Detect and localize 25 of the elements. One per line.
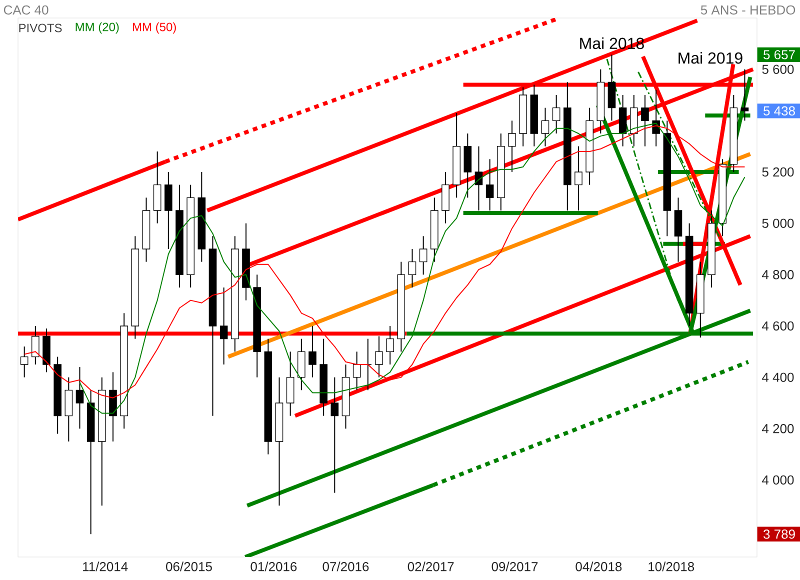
y-tick-label: 4 600 — [762, 321, 794, 331]
text: 5 657 — [764, 50, 795, 60]
chart-title: CAC 40 — [4, 5, 48, 15]
y-tick-label: 4 200 — [762, 424, 794, 434]
x-tick-label: 01/2016 — [250, 562, 297, 572]
y-tick-label: 5 200 — [762, 167, 794, 177]
x-tick-label: 09/2017 — [492, 562, 538, 572]
y-tick-label: 5 000 — [762, 218, 794, 228]
x-tick-label: 10/2018 — [648, 562, 694, 572]
annotation: PIVOTS — [19, 24, 62, 32]
text: MM (50) — [132, 22, 176, 34]
text: 5 438 — [764, 106, 795, 116]
chart-subtitle: 5 ANS - HEBDO — [700, 5, 796, 15]
y-tick-label: 4 800 — [762, 270, 794, 280]
text: MM (20) — [76, 22, 119, 34]
y-tick-label: 5 600 — [762, 64, 794, 74]
y-tick-label: 4 400 — [762, 372, 794, 382]
x-tick-label: 06/2015 — [166, 562, 212, 572]
x-tick-label: 02/2017 — [408, 562, 454, 572]
y-tick-label: 4 000 — [762, 475, 794, 485]
x-tick-label: 04/2018 — [576, 562, 622, 572]
x-tick-label: 07/2016 — [322, 562, 369, 572]
x-tick-label: 11/2014 — [83, 562, 128, 572]
annotation: Mai 2019 — [678, 52, 742, 64]
text: 3 789 — [764, 530, 795, 539]
